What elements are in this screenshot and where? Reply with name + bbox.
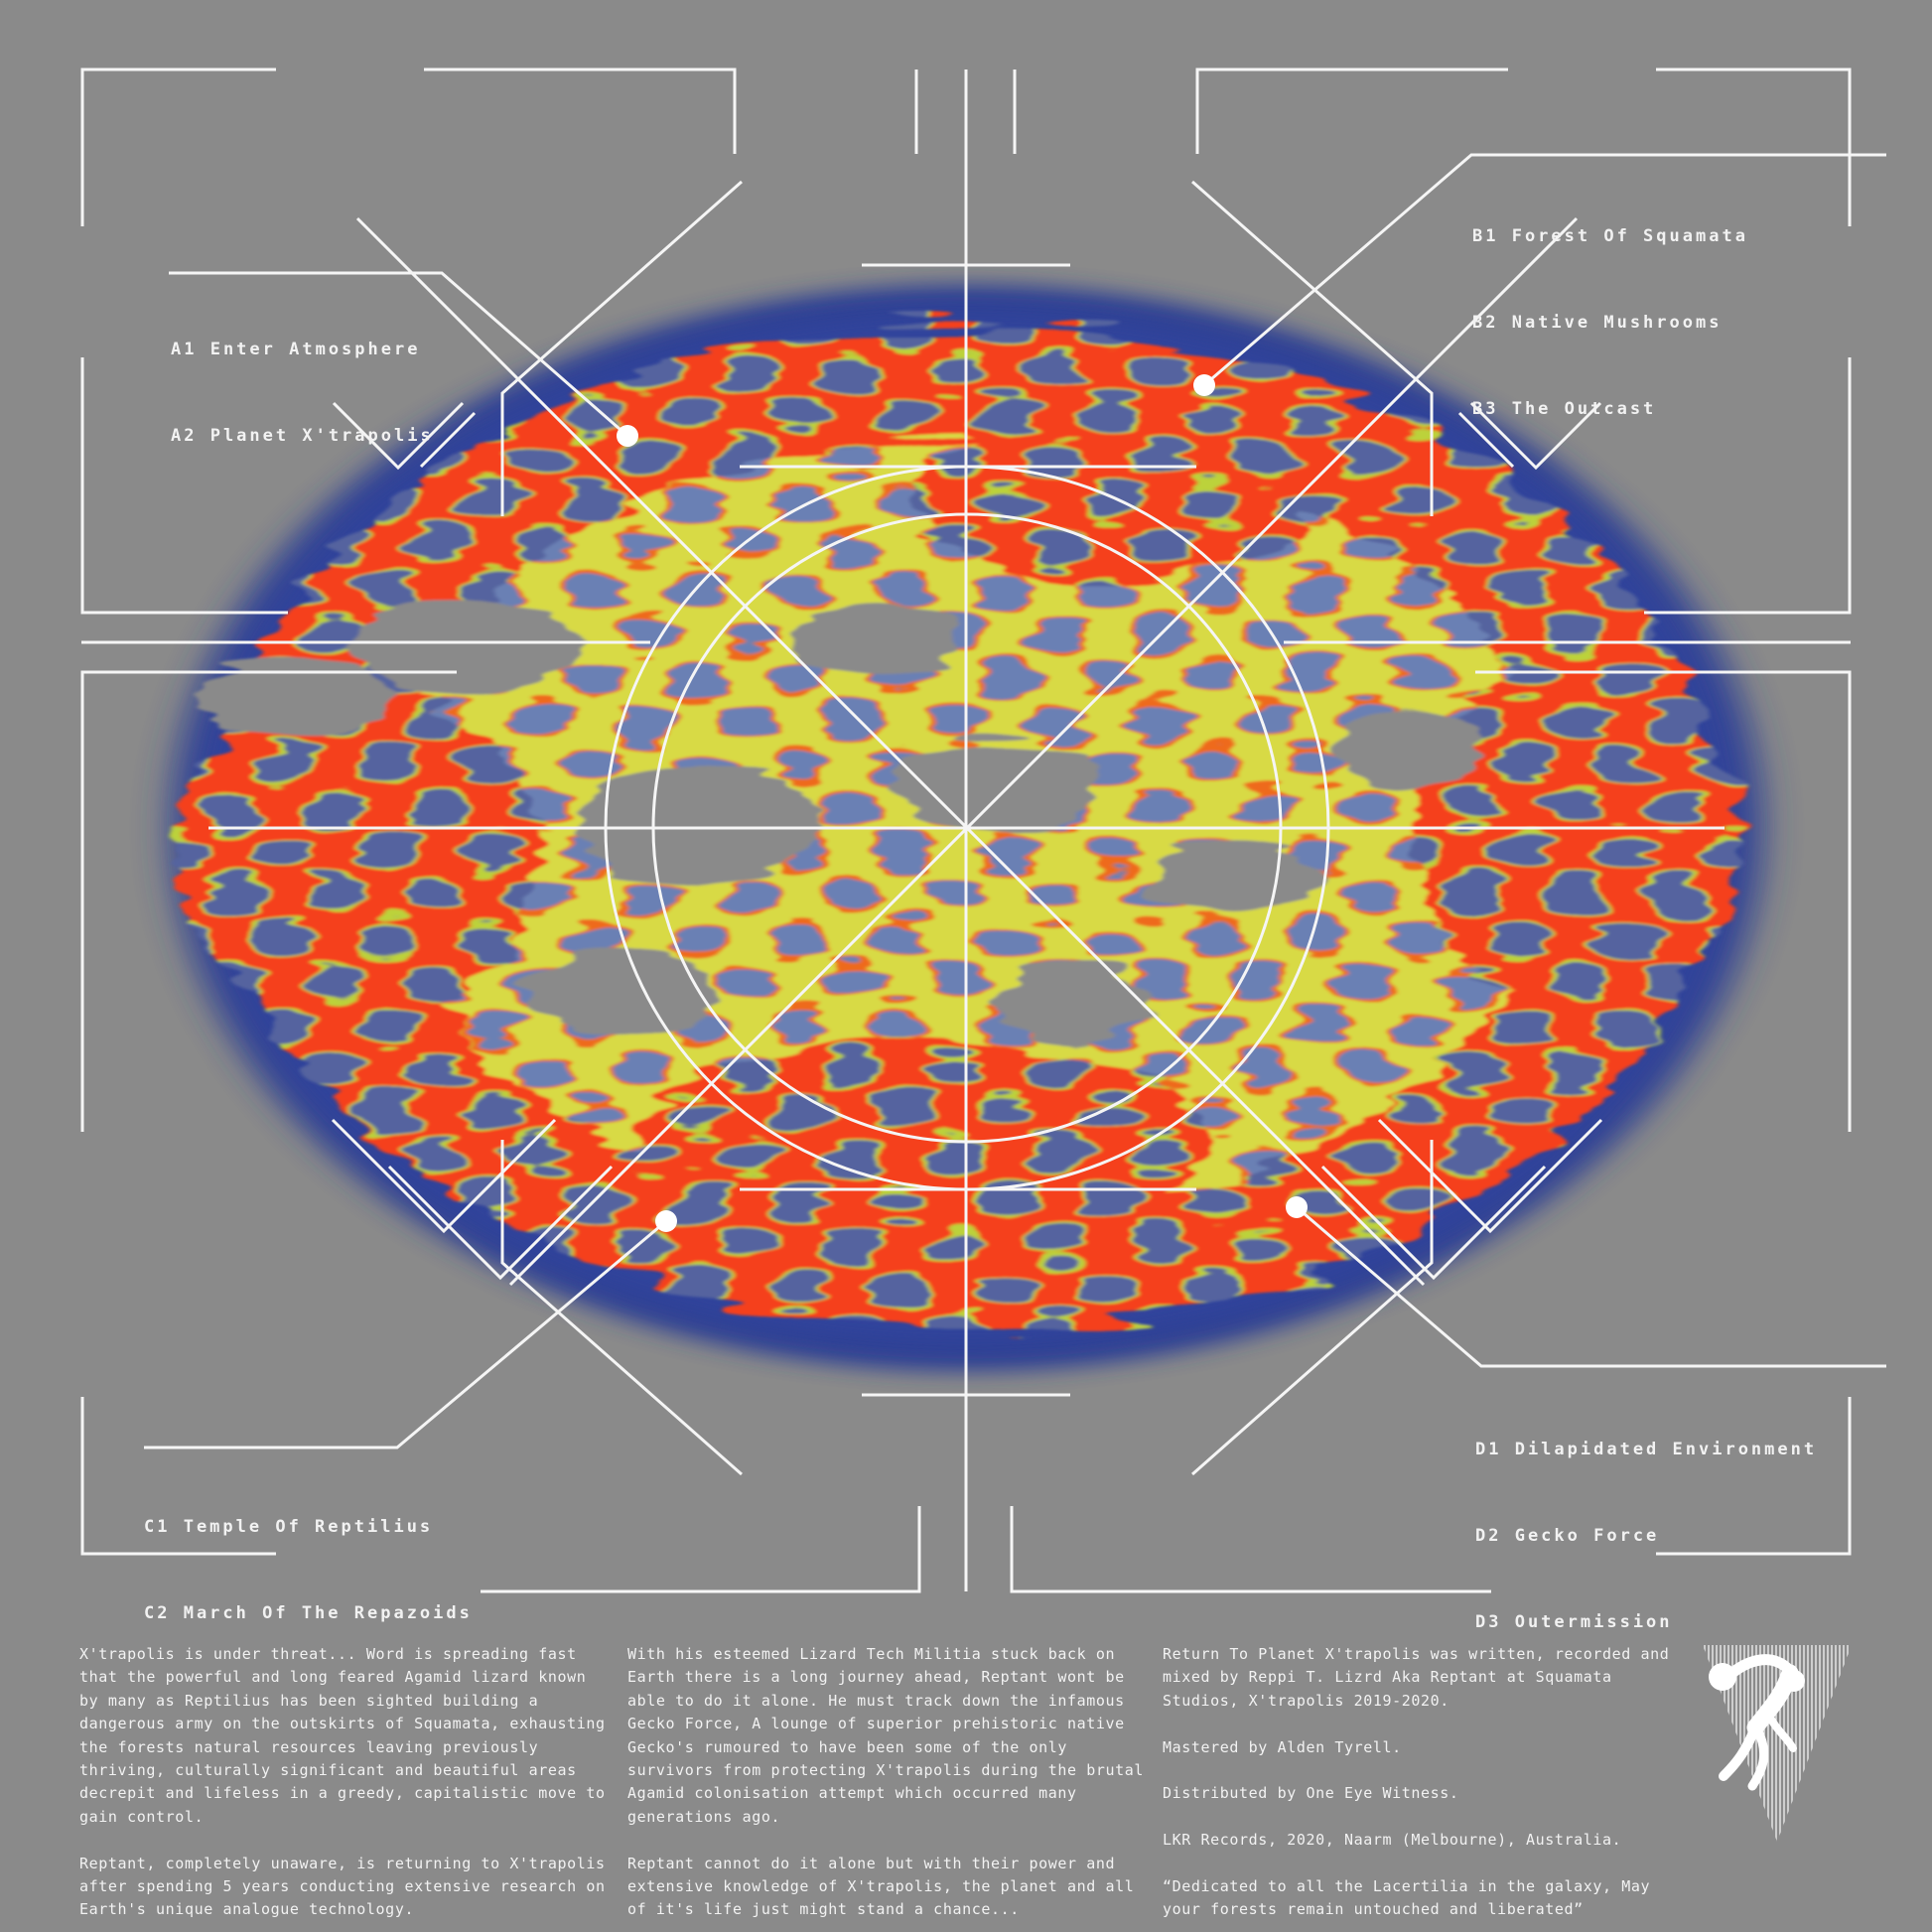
leader-line-b [1203,153,1886,387]
track-b3: B3 The Outcast [1472,399,1657,419]
credits-column-story-1: X'trapolis is under threat... Word is sp… [79,1645,606,1919]
credits-column-story-2: With his esteemed Lizard Tech Militia st… [627,1645,1145,1919]
target-circle-outer [604,465,1330,1191]
track-b2: B2 Native Mushrooms [1472,313,1723,333]
x-diagonal-1 [355,216,1426,1287]
map-marker-dots [617,374,1308,1232]
tracklist-side-d: D1 Dilapidated Environment D2 Gecko Forc… [1475,1378,1817,1666]
tracklist-side-c: C1 Temple Of Reptilius C2 March Of The R… [144,1455,473,1657]
track-b1: B1 Forest Of Squamata [1472,226,1748,246]
corner-bracket-top-left [80,68,276,226]
x-diagonal-2 [508,216,1579,1287]
discobolus-triangle-logo-icon [1704,1645,1849,1842]
corner-bracket-bottom-left [80,1397,276,1556]
leader-line-c [144,1219,667,1449]
marker-dot-c [655,1210,677,1232]
track-d2: D2 Gecko Force [1475,1526,1660,1546]
credits-column-production: Return To Planet X'trapolis was written,… [1163,1645,1670,1919]
logo-discobolus-figure [1709,1654,1805,1791]
track-d1: D1 Dilapidated Environment [1475,1440,1818,1459]
tracklist-side-a: A1 Enter Atmosphere A2 Planet X'trapolis [171,278,434,480]
marker-dot-b [1193,374,1215,396]
track-c2: C2 March Of The Repazoids [144,1603,473,1623]
target-circle-inner [651,512,1283,1144]
leader-line-a [169,271,628,438]
track-a2: A2 Planet X'trapolis [171,426,434,446]
marker-dot-a [617,425,638,447]
leader-line-d [1296,1205,1886,1368]
tracklist-side-b: B1 Forest Of Squamata B2 Native Mushroom… [1472,165,1748,453]
track-a1: A1 Enter Atmosphere [171,340,421,359]
leader-lines [144,153,1886,1449]
track-d3: D3 Outermission [1475,1612,1673,1632]
track-c1: C1 Temple Of Reptilius [144,1517,434,1537]
corner-bracket-top-right [1656,68,1852,226]
crosshair-frame-lines [80,68,1852,1593]
corner-bracket-bottom-right [1656,1397,1852,1556]
marker-dot-d [1286,1196,1308,1218]
